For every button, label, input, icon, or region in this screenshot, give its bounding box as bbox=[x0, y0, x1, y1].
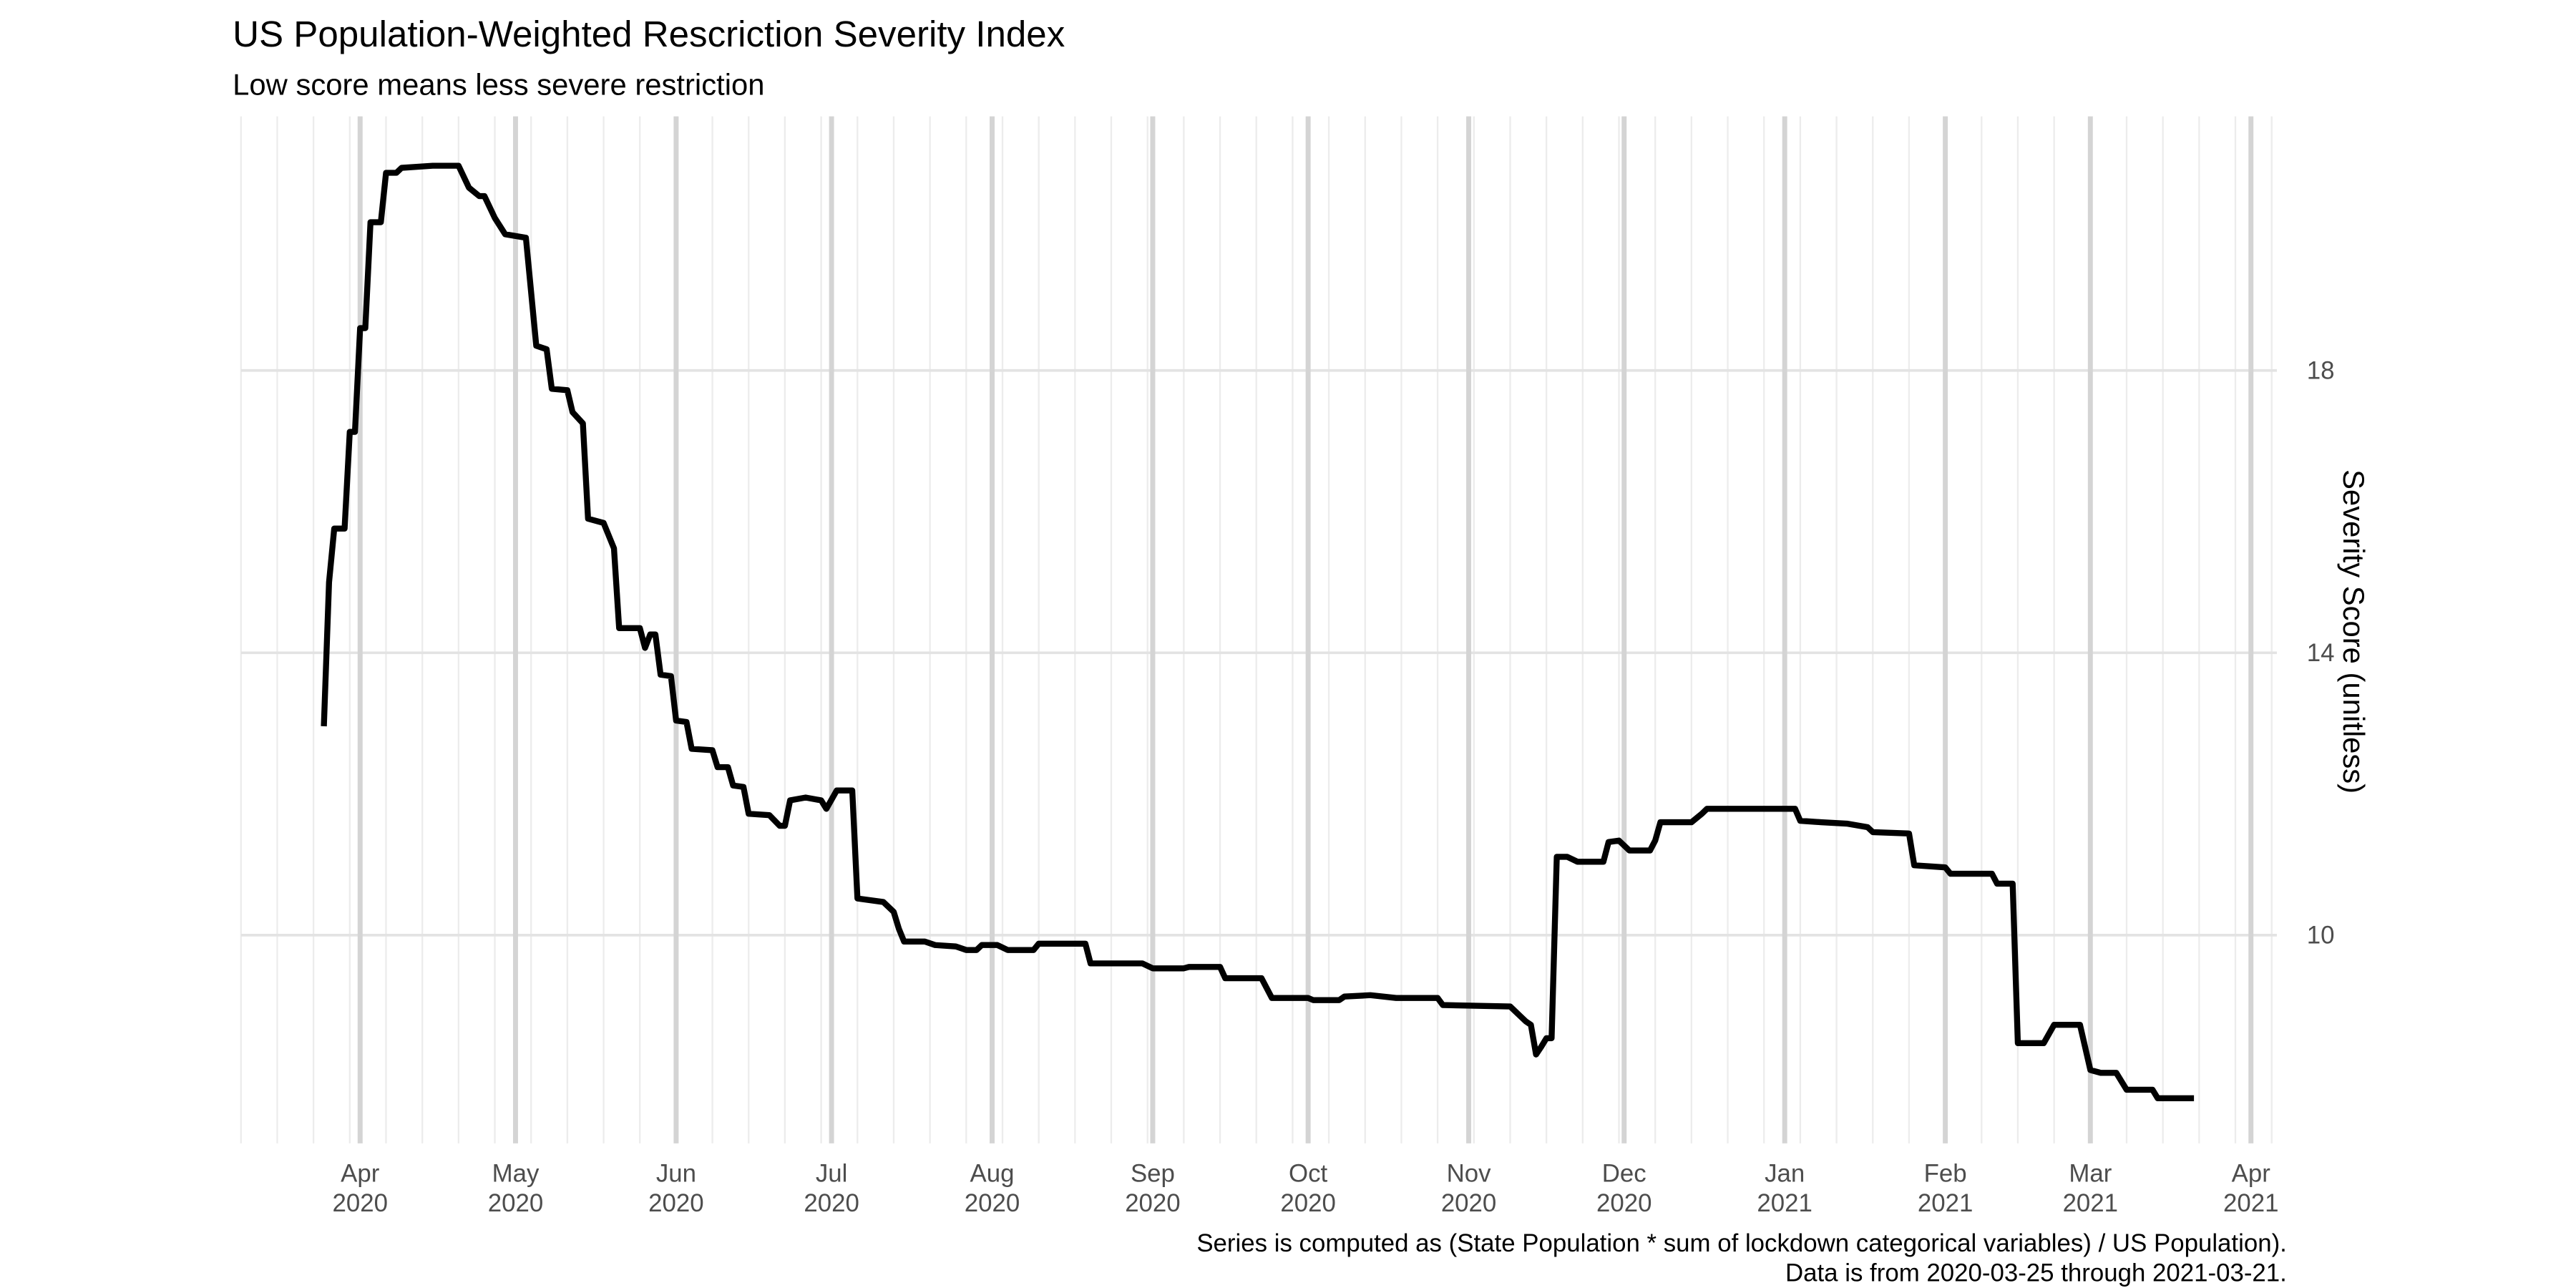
x-tick-label: Nov 2020 bbox=[1441, 1159, 1496, 1217]
y-tick-label: 14 bbox=[2307, 639, 2335, 667]
x-tick-label: Feb 2021 bbox=[1918, 1159, 1973, 1217]
y-axis-title: Severity Score (unitless) bbox=[2337, 469, 2371, 794]
x-tick-label: Jun 2020 bbox=[648, 1159, 703, 1217]
y-tick-label: 10 bbox=[2307, 922, 2335, 950]
caption: Series is computed as (State Population … bbox=[1196, 1229, 2287, 1257]
x-tick-label: Sep 2020 bbox=[1125, 1159, 1180, 1217]
x-tick-label: Mar 2021 bbox=[2063, 1159, 2118, 1217]
chart-title: US Population-Weighted Rescriction Sever… bbox=[233, 14, 1065, 54]
x-tick-label: Apr 2020 bbox=[333, 1159, 388, 1217]
caption: Data is from 2020-03-25 through 2021-03-… bbox=[1785, 1259, 2287, 1287]
x-tick-label: May 2020 bbox=[488, 1159, 543, 1217]
grid bbox=[240, 116, 2277, 1143]
x-tick-label: Jul 2020 bbox=[804, 1159, 859, 1217]
x-tick-label: Oct 2020 bbox=[1280, 1159, 1335, 1217]
x-tick-label: Apr 2021 bbox=[2223, 1159, 2278, 1217]
data-line bbox=[321, 162, 2195, 1101]
x-tick-label: Jan 2021 bbox=[1757, 1159, 1812, 1217]
y-tick-label: 18 bbox=[2307, 356, 2335, 384]
x-tick-label: Dec 2020 bbox=[1596, 1159, 1652, 1217]
chart-subtitle: Low score means less severe restriction bbox=[233, 67, 764, 101]
x-tick-label: Aug 2020 bbox=[965, 1159, 1020, 1217]
